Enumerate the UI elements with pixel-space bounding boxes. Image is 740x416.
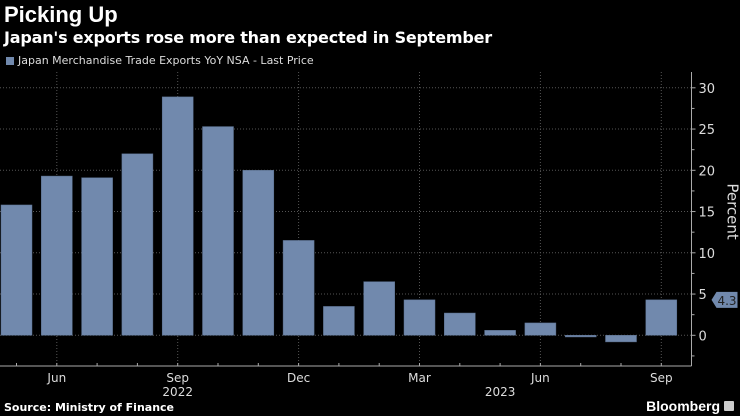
x-tick-label: Sep bbox=[166, 371, 189, 385]
legend-swatch bbox=[6, 56, 14, 65]
bar bbox=[605, 335, 637, 343]
x-tick-label: Jun bbox=[530, 371, 550, 385]
year-label: 2022 bbox=[162, 385, 193, 399]
year-label: 2023 bbox=[485, 385, 516, 399]
x-tick-label: Jun bbox=[46, 371, 66, 385]
y-tick-label: 30 bbox=[699, 82, 716, 97]
last-value-label: 4.3 bbox=[717, 294, 736, 308]
y-tick-label: 15 bbox=[699, 206, 716, 221]
bar bbox=[161, 96, 194, 336]
y-tick-label: 20 bbox=[699, 164, 716, 179]
legend-label: Japan Merchandise Trade Exports YoY NSA … bbox=[18, 54, 314, 67]
legend: Japan Merchandise Trade Exports YoY NSA … bbox=[6, 54, 314, 67]
x-tick-label: Dec bbox=[287, 371, 310, 385]
last-value-badge bbox=[711, 291, 738, 308]
bar bbox=[282, 240, 315, 336]
bar bbox=[121, 153, 154, 336]
bar bbox=[242, 170, 275, 336]
bar bbox=[81, 177, 113, 336]
y-tick-label: 0 bbox=[699, 329, 707, 344]
chart-title: Picking Up bbox=[4, 2, 118, 27]
bar bbox=[564, 335, 597, 338]
x-tick-label: Mar bbox=[408, 371, 431, 385]
bar bbox=[444, 312, 476, 336]
y-tick-label: 25 bbox=[699, 123, 716, 138]
bloomberg-chart-icon bbox=[724, 401, 734, 411]
bar bbox=[645, 299, 678, 336]
bar bbox=[524, 322, 557, 336]
chart-subtitle: Japan's exports rose more than expected … bbox=[4, 28, 492, 47]
y-tick-label: 10 bbox=[699, 247, 716, 262]
y-tick-label: 5 bbox=[699, 288, 707, 303]
y-axis-label: Percent bbox=[724, 183, 740, 240]
bar bbox=[363, 281, 395, 336]
bar bbox=[0, 204, 33, 336]
bar bbox=[41, 175, 73, 336]
bar bbox=[202, 126, 234, 336]
x-tick-label: Sep bbox=[650, 371, 673, 385]
bar bbox=[484, 330, 516, 336]
source-note: Source: Ministry of Finance bbox=[4, 401, 175, 414]
bar bbox=[323, 306, 355, 336]
bloomberg-logo: Bloomberg bbox=[646, 398, 720, 414]
bar bbox=[403, 299, 436, 336]
